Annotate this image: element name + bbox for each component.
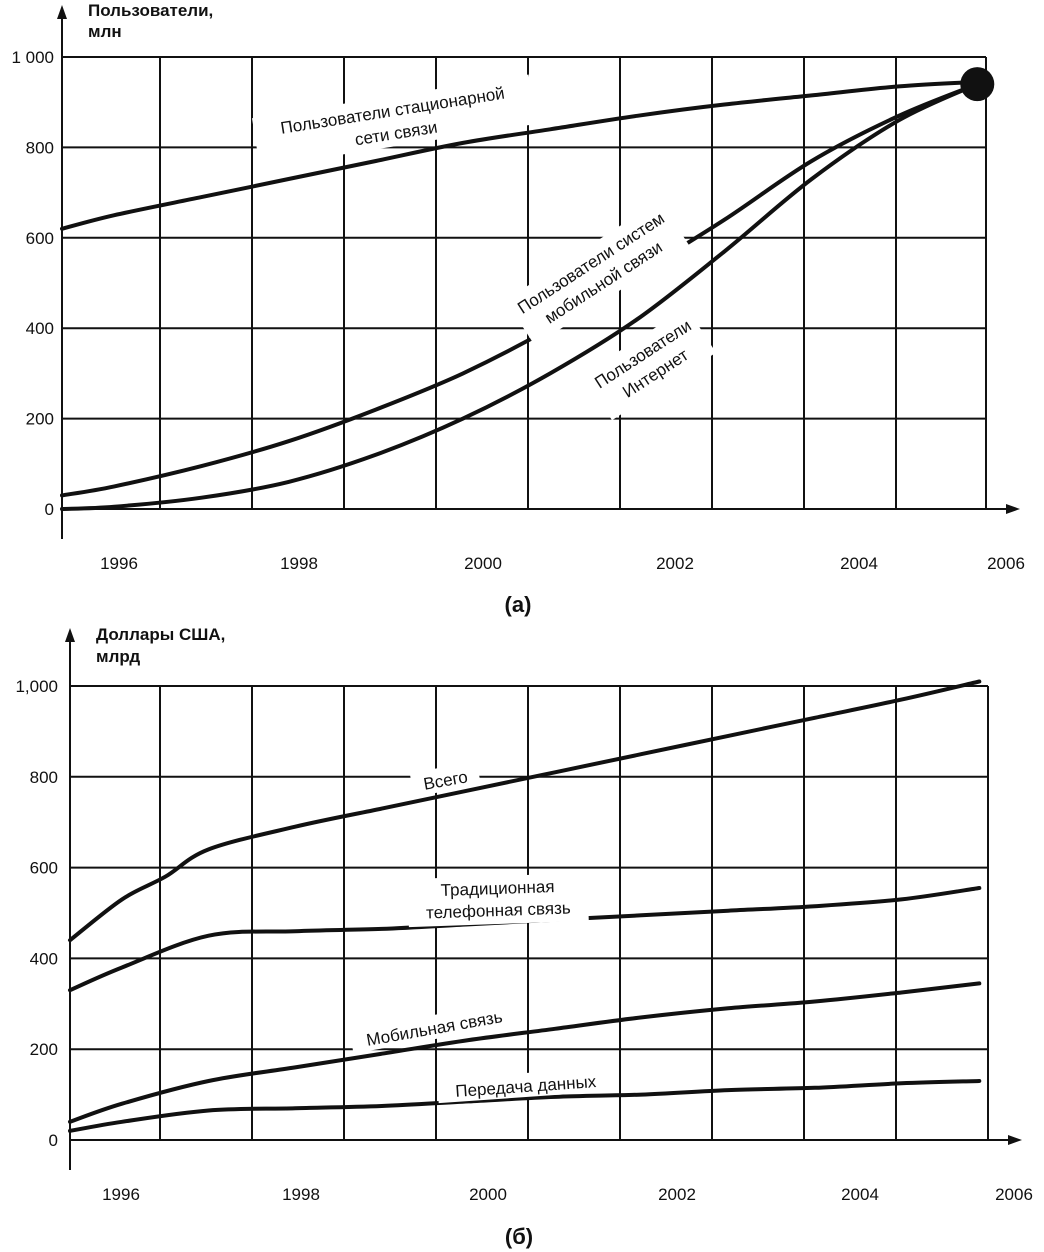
chart-b-x-tick-label: 2002 [658, 1185, 696, 1204]
chart-a-x-tick-label: 1996 [100, 554, 138, 573]
chart-b-y-ticks: 0 200 400 600 800 1,000 [15, 677, 58, 1150]
chart-a-y-axis-arrow [57, 5, 67, 19]
chart-b-x-tick-label: 1996 [102, 1185, 140, 1204]
chart-a-x-axis-arrow [1006, 504, 1020, 514]
chart-a-x-ticks: 1996 1998 2000 2002 2004 2006 [100, 554, 1025, 573]
chart-a-axes [57, 5, 1020, 539]
chart-b-y-axis-arrow [65, 628, 75, 642]
chart-a-y-tick-label: 600 [26, 229, 54, 248]
chart-b-x-tick-label: 2000 [469, 1185, 507, 1204]
chart-a-y-tick-label: 400 [26, 319, 54, 338]
chart-a-y-axis-title-line1: Пользователи, [88, 1, 213, 20]
chart-b-y-axis-title-line1: Доллары США, [96, 625, 225, 644]
chart-a-x-tick-label: 2002 [656, 554, 694, 573]
chart-b-label-traditional: Традиционная телефонная связь [407, 872, 589, 928]
chart-b-y-tick-label: 1,000 [15, 677, 58, 696]
chart-a-series [60, 79, 980, 511]
chart-a-label-internet: Пользователи Интернет [582, 307, 716, 421]
chart-a-panel-label: (a) [505, 592, 532, 617]
chart-a-y-ticks: 0 200 400 600 800 1 000 [11, 48, 54, 519]
chart-b-y-axis-title-line2: млрд [96, 647, 140, 666]
chart-a-grid [62, 56, 987, 509]
chart-b-axes [65, 628, 1022, 1170]
chart-b-y-tick-label: 600 [30, 859, 58, 878]
chart-b-series-line-1 [68, 679, 982, 943]
chart-a: Пользователи стационарной сети связи Пол… [11, 1, 1024, 617]
chart-a-y-tick-label: 200 [26, 410, 54, 429]
chart-a-x-tick-label: 2006 [987, 554, 1025, 573]
chart-a-series-line-3 [60, 82, 980, 511]
chart-b-x-tick-label: 2006 [995, 1185, 1033, 1204]
chart-a-y-tick-label: 1 000 [11, 48, 54, 67]
chart-b-series-line-4 [68, 1079, 982, 1133]
chart-b: Всего Традиционная телефонная связь Моби… [15, 625, 1032, 1249]
chart-b-x-tick-label: 2004 [841, 1185, 879, 1204]
chart-a-x-tick-label: 2004 [840, 554, 878, 573]
chart-b-y-tick-label: 0 [49, 1131, 58, 1150]
chart-a-y-axis-title-line2: млн [88, 22, 122, 41]
chart-a-y-tick-label: 0 [45, 500, 54, 519]
chart-b-y-tick-label: 200 [30, 1040, 58, 1059]
chart-a-series-line-1 [60, 79, 980, 231]
chart-b-label-traditional-line1: Традиционная [440, 877, 554, 900]
chart-b-y-tick-label: 800 [30, 768, 58, 787]
chart-a-y-tick-label: 800 [26, 138, 54, 157]
chart-a-series-line-2 [60, 82, 980, 498]
chart-b-x-tick-label: 1998 [282, 1185, 320, 1204]
chart-b-x-ticks: 1996 1998 2000 2002 2004 2006 [102, 1185, 1033, 1204]
chart-b-y-tick-label: 400 [30, 949, 58, 968]
chart-b-x-axis-arrow [1008, 1135, 1022, 1145]
chart-b-panel-label: (б) [505, 1224, 533, 1249]
chart-a-x-tick-label: 2000 [464, 554, 502, 573]
chart-a-x-tick-label: 1998 [280, 554, 318, 573]
chart-a-convergence-point [960, 67, 995, 102]
chart-b-series-line-3 [68, 981, 982, 1124]
chart-a-label-fixed: Пользователи стационарной сети связи [252, 74, 537, 168]
